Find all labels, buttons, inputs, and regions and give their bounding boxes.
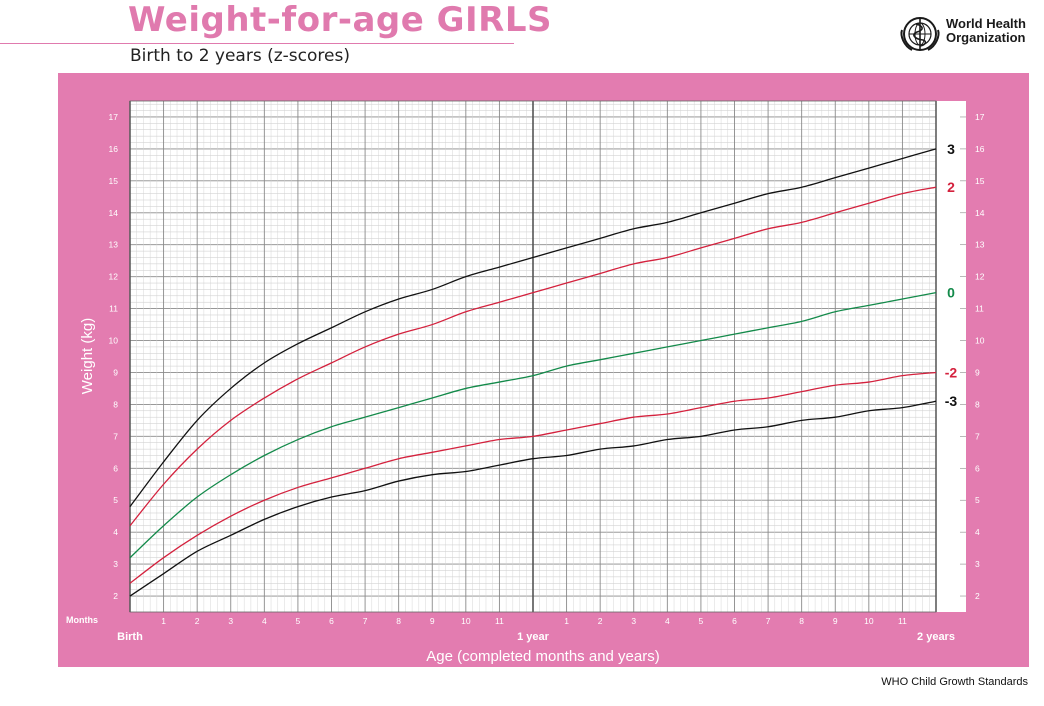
y-tick-label-left: 7 [113, 431, 118, 441]
y-tick-label-right: 7 [975, 431, 980, 441]
x-tick-label-month: 5 [699, 616, 704, 626]
y-tick-label-right: 15 [975, 176, 985, 186]
y-tick-label-left: 17 [109, 112, 119, 122]
series-label-z3: 3 [947, 141, 955, 157]
series-lines [129, 148, 937, 597]
x-tick-label-month: 8 [396, 616, 401, 626]
x-tick-label-month: 8 [799, 616, 804, 626]
x-tick-label-month: 10 [864, 616, 874, 626]
y-tick-label-left: 14 [109, 208, 119, 218]
x-tick-label-month: 5 [296, 616, 301, 626]
series-line-z3 [129, 148, 937, 507]
x-tick-label-month: 9 [430, 616, 435, 626]
right-label-strip [938, 101, 966, 612]
y-tick-label-left: 10 [109, 336, 119, 346]
x-tick-label-month: 3 [631, 616, 636, 626]
y-tick-label-right: 9 [975, 367, 980, 377]
y-tick-label-right: 16 [975, 144, 985, 154]
y-tick-label-left: 4 [113, 527, 118, 537]
series-line-z-2 [129, 371, 937, 584]
who-logo: World Health Organization [898, 14, 1030, 54]
series-label-z0: 0 [947, 285, 955, 301]
y-tick-label-right: 5 [975, 495, 980, 505]
org-name-line2: Organization [946, 30, 1026, 45]
y-tick-label-right: 6 [975, 463, 980, 473]
footer-credit: WHO Child Growth Standards [881, 676, 1028, 688]
x-axis-label: Age (completed months and years) [426, 648, 659, 665]
y-tick-label-left: 13 [109, 240, 119, 250]
y-tick-label-left: 6 [113, 463, 118, 473]
y-tick-label-left: 15 [109, 176, 119, 186]
y-tick-label-right: 8 [975, 399, 980, 409]
y-tick-label-right: 14 [975, 208, 985, 218]
x-tick-label-month: 4 [665, 616, 670, 626]
x-tick-label-year: 1 year [517, 631, 550, 643]
y-tick-label-left: 16 [109, 144, 119, 154]
x-tick-label-month: 1 [564, 616, 569, 626]
x-tick-label-month: 2 [195, 616, 200, 626]
plot-area [130, 101, 938, 612]
org-name-line1: World Health [946, 16, 1026, 31]
x-tick-label-month: 2 [598, 616, 603, 626]
y-tick-label-right: 13 [975, 240, 985, 250]
y-tick-label-left: 2 [113, 591, 118, 601]
x-tick-label-month: 11 [495, 616, 504, 626]
series-line-z-3 [129, 400, 937, 597]
chart-subtitle: Birth to 2 years (z-scores) [130, 46, 350, 66]
x-tick-label-month: 7 [363, 616, 368, 626]
x-tick-label-month: 6 [329, 616, 334, 626]
grid-lines [129, 100, 966, 613]
series-label-z2: 2 [947, 179, 955, 195]
x-tick-label-month: 7 [766, 616, 771, 626]
x-tick-label-month: 11 [898, 616, 907, 626]
series-label-z-3: -3 [945, 393, 958, 409]
plot-border [129, 100, 937, 613]
y-tick-label-right: 17 [975, 112, 985, 122]
title-rule [0, 43, 514, 44]
series-line-z0 [129, 291, 937, 559]
y-tick-label-right: 3 [975, 559, 980, 569]
x-tick-label-month: 9 [833, 616, 838, 626]
series-label-z-2: -2 [945, 364, 958, 380]
y-axis-label: Weight (kg) [79, 318, 96, 394]
who-emblem-icon [900, 17, 940, 51]
y-tick-label-left: 9 [113, 367, 118, 377]
x-tick-label-month: 1 [161, 616, 166, 626]
x-tick-label-year: 2 years [917, 631, 955, 643]
x-tick-label-year: Birth [117, 631, 143, 643]
y-tick-label-left: 12 [109, 272, 119, 282]
y-tick-label-left: 8 [113, 399, 118, 409]
y-tick-label-right: 4 [975, 527, 980, 537]
chart-title: Weight-for-age GIRLS [128, 0, 553, 40]
y-tick-label-right: 2 [975, 591, 980, 601]
y-tick-label-right: 10 [975, 336, 985, 346]
y-tick-label-left: 11 [109, 304, 118, 314]
y-tick-label-left: 3 [113, 559, 118, 569]
x-tick-label-month: 6 [732, 616, 737, 626]
x-tick-label-month: 10 [461, 616, 471, 626]
x-tick-label-month: 3 [228, 616, 233, 626]
y-tick-label-right: 11 [975, 304, 984, 314]
series-line-z2 [129, 186, 937, 527]
months-label: Months [66, 615, 98, 625]
y-tick-label-right: 12 [975, 272, 985, 282]
x-tick-label-month: 4 [262, 616, 267, 626]
y-tick-label-left: 5 [113, 495, 118, 505]
